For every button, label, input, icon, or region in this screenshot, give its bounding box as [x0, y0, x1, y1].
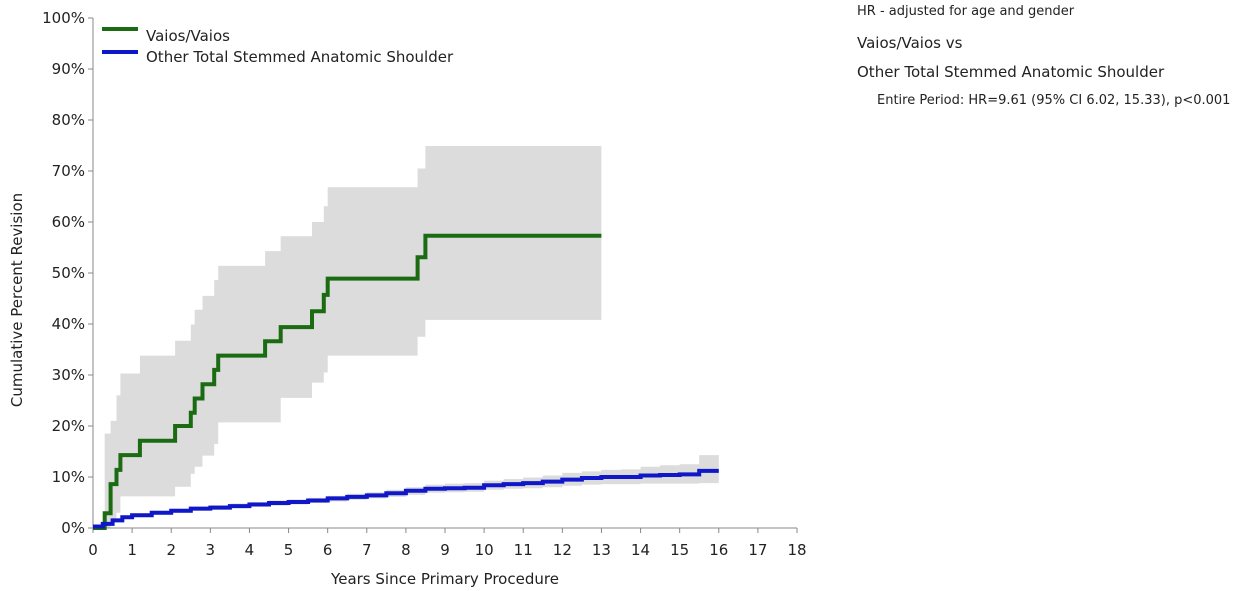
x-tick-label: 15: [670, 541, 689, 559]
x-tick-label: 2: [166, 541, 176, 559]
legend: Vaios/Vaios Other Total Stemmed Anatomic…: [102, 27, 454, 66]
x-tick-label: 0: [88, 541, 98, 559]
legend-label-vaios: Vaios/Vaios: [146, 27, 230, 45]
y-tick-label: 40%: [52, 315, 85, 333]
x-tick-label: 8: [401, 541, 411, 559]
x-tick-label: 11: [514, 541, 533, 559]
y-tick-label: 20%: [52, 417, 85, 435]
series-line-0: [93, 233, 602, 530]
series-line-1: [93, 468, 719, 529]
y-tick-label: 100%: [42, 9, 85, 27]
y-ticks: 0% 10% 20% 30% 40% 50% 60% 70% 80% 90% 100%: [42, 9, 93, 537]
x-tick-label: 12: [553, 541, 572, 559]
x-tick-label: 5: [284, 541, 294, 559]
confidence-bands: [93, 146, 719, 528]
y-tick-label: 10%: [52, 468, 85, 486]
y-axis-title: Cumulative Percent Revision: [8, 193, 26, 407]
hr-entire-period: Entire Period: HR=9.61 (95% CI 6.02, 15.…: [877, 93, 1231, 108]
x-tick-label: 7: [362, 541, 372, 559]
x-tick-label: 1: [127, 541, 137, 559]
x-tick-label: 4: [245, 541, 255, 559]
y-tick-label: 70%: [52, 162, 85, 180]
y-tick-label: 50%: [52, 264, 85, 282]
series-lines: [93, 233, 719, 530]
x-tick-label: 9: [440, 541, 450, 559]
hr-comparison-line1: Vaios/Vaios vs: [857, 34, 963, 52]
x-ticks: 0 1 2 3 4 5 6 7 8 9 10 11 12 13 14 15 16 17 18: [88, 528, 807, 559]
y-tick-label: 90%: [52, 60, 85, 78]
y-tick-label: 0%: [61, 519, 85, 537]
y-tick-label: 80%: [52, 111, 85, 129]
y-tick-label: 60%: [52, 213, 85, 231]
x-tick-label: 10: [475, 541, 494, 559]
x-tick-label: 6: [323, 541, 333, 559]
y-tick-label: 30%: [52, 366, 85, 384]
x-tick-label: 14: [631, 541, 650, 559]
x-tick-label: 13: [592, 541, 611, 559]
hr-note-title: HR - adjusted for age and gender: [857, 4, 1075, 19]
x-tick-label: 17: [748, 541, 767, 559]
x-tick-label: 18: [787, 541, 806, 559]
ci-band-0: [93, 146, 602, 528]
hr-comparison-line2: Other Total Stemmed Anatomic Shoulder: [857, 63, 1165, 81]
x-tick-label: 3: [206, 541, 216, 559]
legend-label-other: Other Total Stemmed Anatomic Shoulder: [146, 48, 454, 66]
x-tick-label: 16: [709, 541, 728, 559]
x-axis-title: Years Since Primary Procedure: [330, 570, 559, 588]
